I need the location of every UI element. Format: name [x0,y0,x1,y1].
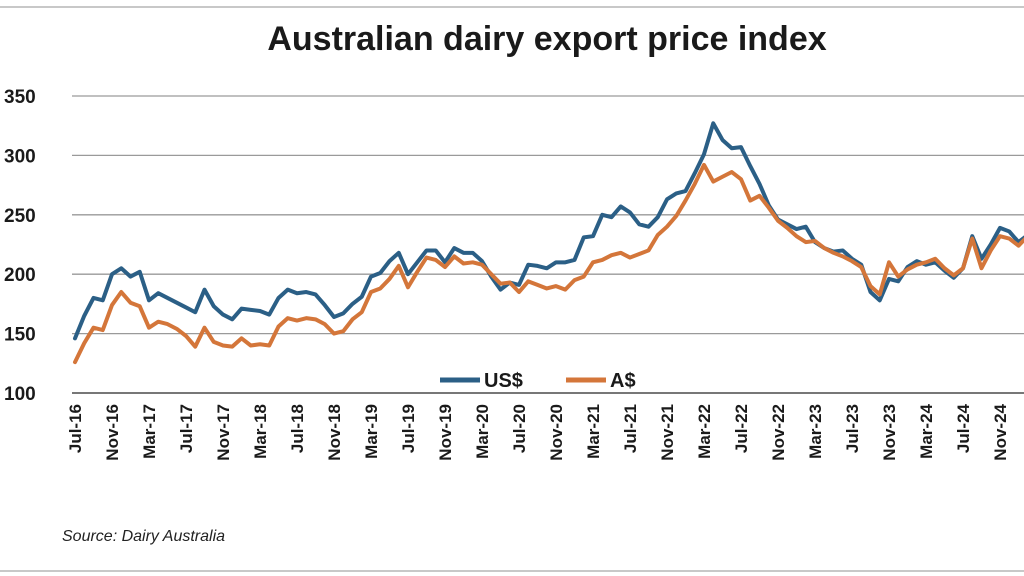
gridlines [72,95,1024,394]
y-tick-label: 350 [4,87,36,108]
x-tick-label: Mar-20 [473,404,492,459]
x-tick-label: Jul-21 [621,404,640,453]
x-tick-label: Nov-16 [103,404,122,461]
series-lines [73,121,1024,365]
x-tick-label: Jul-18 [288,404,307,453]
x-tick-label: Nov-20 [547,404,566,461]
chart-title: Australian dairy export price index [267,20,827,58]
y-axis-ticks: 100 150 200 250 300 350 [4,87,36,405]
x-tick-label: Nov-22 [769,404,788,461]
legend-label-aud: A$ [610,370,636,392]
x-tick-label: Nov-21 [658,404,677,461]
y-tick-label: 300 [4,146,36,167]
y-tick-label: 200 [4,265,36,286]
bottom-rule [0,570,1024,572]
series-line-aud [73,162,1024,365]
x-axis-ticks: Jul-16 Nov-16 Mar-17 Jul-17 Nov-17 Mar-18 Jul-… [66,403,1010,460]
x-tick-label: Jul-20 [510,404,529,453]
x-tick-label: Jul-22 [732,404,751,453]
x-tick-label: Mar-21 [584,404,603,459]
x-tick-label: Jul-23 [843,404,862,453]
series-line-usd [73,121,1024,341]
y-tick-label: 100 [4,384,36,405]
legend-label-usd: US$ [484,370,523,392]
x-tick-label: Jul-17 [177,404,196,453]
x-tick-label: Nov-24 [991,403,1010,460]
x-tick-label: Mar-22 [695,404,714,459]
x-tick-label: Nov-23 [880,404,899,461]
source-note: Source: Dairy Australia [62,528,226,545]
x-tick-label: Jul-24 [954,403,973,453]
x-tick-label: Jul-16 [66,404,85,453]
top-rule [0,6,1024,8]
x-tick-label: Jul-19 [399,404,418,453]
x-tick-label: Mar-23 [806,404,825,459]
x-tick-label: Nov-19 [436,404,455,461]
x-tick-label: Mar-19 [362,404,381,459]
x-tick-label: Mar-17 [140,404,159,459]
legend: US$ A$ [440,370,636,392]
x-tick-label: Nov-17 [214,404,233,461]
y-tick-label: 250 [4,206,36,227]
y-tick-label: 150 [4,325,36,346]
x-tick-label: Mar-24 [917,403,936,458]
x-tick-label: Mar-18 [251,404,270,459]
x-tick-label: Nov-18 [325,404,344,461]
